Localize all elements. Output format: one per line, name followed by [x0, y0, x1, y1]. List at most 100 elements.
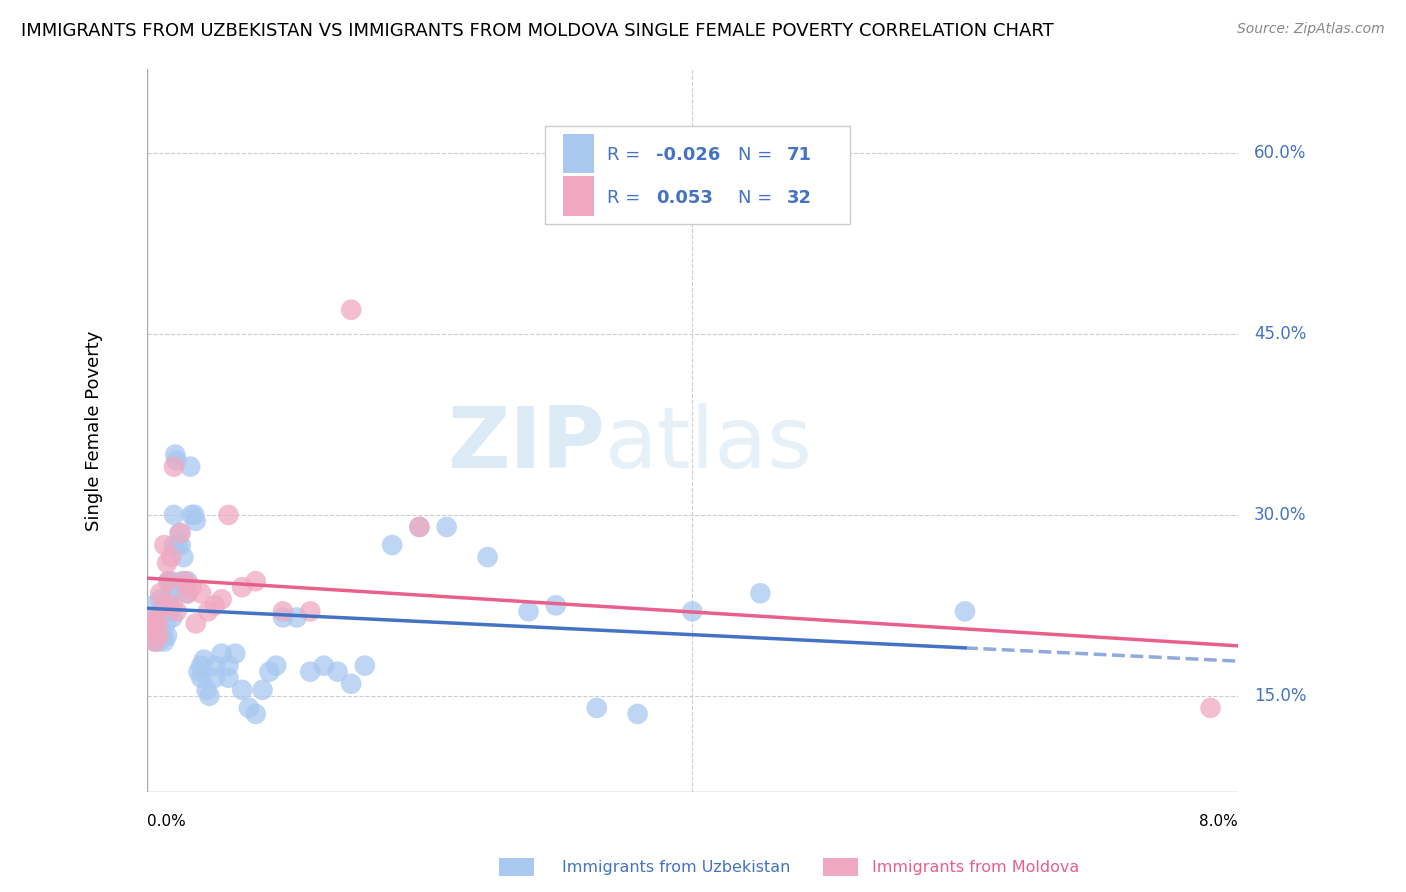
Point: [157, 592, 180, 607]
Point: [340, 302, 363, 317]
Point: [211, 592, 233, 607]
Point: [166, 453, 188, 467]
Point: [146, 610, 169, 624]
Point: [156, 628, 179, 642]
Point: [145, 610, 167, 624]
Point: [190, 586, 212, 600]
Point: [176, 586, 198, 600]
Bar: [564, 134, 593, 173]
Text: IMMIGRANTS FROM UZBEKISTAN VS IMMIGRANTS FROM MOLDOVA SINGLE FEMALE POVERTY CORR: IMMIGRANTS FROM UZBEKISTAN VS IMMIGRANTS…: [21, 22, 1054, 40]
Point: [155, 616, 177, 631]
Point: [162, 610, 184, 624]
Point: [408, 520, 430, 534]
Bar: [564, 177, 593, 216]
Point: [197, 604, 219, 618]
Point: [149, 604, 172, 618]
Point: [245, 574, 267, 589]
Point: [139, 610, 162, 624]
Text: -0.026: -0.026: [657, 146, 720, 164]
Point: [204, 599, 226, 613]
Point: [149, 586, 172, 600]
Text: ZIP: ZIP: [447, 403, 605, 486]
Point: [264, 658, 287, 673]
Point: [142, 616, 165, 631]
Point: [190, 658, 212, 673]
Point: [299, 665, 322, 679]
Point: [153, 538, 176, 552]
Point: [259, 665, 281, 679]
Text: N =: N =: [738, 146, 778, 164]
Point: [477, 550, 499, 565]
Point: [170, 525, 193, 540]
Point: [436, 520, 458, 534]
Point: [544, 599, 567, 613]
Point: [749, 586, 772, 600]
Text: 60.0%: 60.0%: [1254, 144, 1306, 162]
Point: [145, 610, 167, 624]
Point: [381, 538, 404, 552]
Point: [190, 671, 212, 685]
Point: [252, 682, 274, 697]
Point: [183, 508, 205, 522]
Point: [198, 689, 221, 703]
Point: [153, 634, 176, 648]
Text: R =: R =: [607, 189, 652, 207]
Point: [193, 653, 215, 667]
Point: [1199, 701, 1222, 715]
Point: [285, 610, 308, 624]
Point: [160, 574, 183, 589]
Point: [179, 459, 201, 474]
Text: 45.0%: 45.0%: [1254, 325, 1306, 343]
Text: Immigrants from Moldova: Immigrants from Moldova: [872, 860, 1078, 874]
Point: [180, 580, 202, 594]
Point: [156, 556, 179, 570]
Point: [217, 508, 239, 522]
Point: [204, 658, 226, 673]
Point: [217, 671, 239, 685]
Text: Immigrants from Uzbekistan: Immigrants from Uzbekistan: [562, 860, 790, 874]
Point: [173, 574, 195, 589]
Point: [627, 706, 650, 721]
Point: [176, 574, 198, 589]
Text: atlas: atlas: [605, 403, 813, 486]
Point: [142, 599, 165, 613]
Point: [157, 574, 180, 589]
Point: [195, 682, 218, 697]
Point: [271, 604, 294, 618]
Text: 15.0%: 15.0%: [1254, 687, 1306, 705]
Point: [326, 665, 349, 679]
Point: [143, 634, 166, 648]
Point: [169, 525, 191, 540]
Point: [167, 538, 190, 552]
Point: [353, 658, 375, 673]
Text: 0.0%: 0.0%: [146, 814, 186, 829]
Point: [585, 701, 607, 715]
Point: [340, 677, 363, 691]
Point: [159, 604, 181, 618]
Point: [165, 448, 187, 462]
Point: [224, 647, 246, 661]
Point: [176, 586, 198, 600]
Text: Single Female Poverty: Single Female Poverty: [86, 330, 103, 531]
Point: [231, 580, 253, 594]
Text: 30.0%: 30.0%: [1254, 506, 1306, 524]
Text: R =: R =: [607, 146, 647, 164]
Point: [245, 706, 267, 721]
Point: [166, 604, 188, 618]
Point: [184, 514, 207, 528]
Point: [160, 586, 183, 600]
Point: [162, 599, 184, 613]
Point: [187, 665, 209, 679]
Point: [681, 604, 703, 618]
Point: [148, 634, 170, 648]
Text: Source: ZipAtlas.com: Source: ZipAtlas.com: [1237, 22, 1385, 37]
Text: 8.0%: 8.0%: [1199, 814, 1237, 829]
Point: [204, 671, 226, 685]
Point: [172, 550, 194, 565]
Point: [173, 580, 195, 594]
Point: [163, 508, 186, 522]
Point: [143, 634, 166, 648]
Text: 71: 71: [787, 146, 813, 164]
FancyBboxPatch shape: [546, 127, 851, 224]
Point: [170, 538, 193, 552]
